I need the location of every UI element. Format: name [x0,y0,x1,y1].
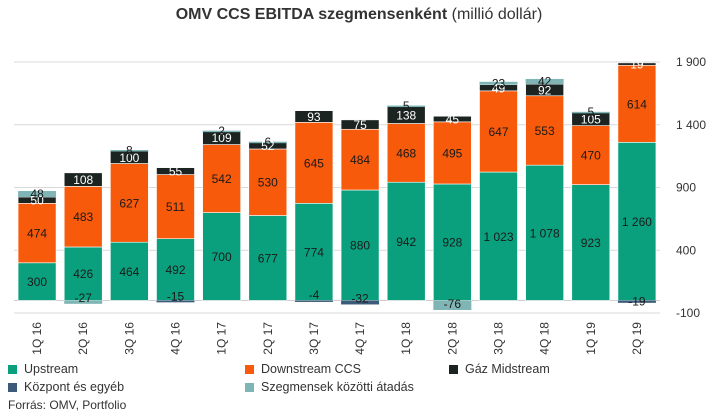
y-tick-label: 400 [676,243,696,257]
data-label: 1 260 [622,215,652,229]
data-label: 75 [353,118,367,132]
data-label: 468 [396,146,416,160]
data-label: 300 [27,275,47,289]
stacked-bar-chart: -1004009001 4001 90030047450481Q 1642648… [0,0,718,415]
legend-label: Gáz Midstream [465,362,550,376]
data-label: 2 [218,124,225,138]
data-label: 511 [166,200,185,214]
data-label: 6 [264,135,271,149]
data-label: 553 [535,124,555,138]
data-label: 474 [27,227,47,241]
legend-label: Központ és egyéb [24,380,124,394]
legend-item: Upstream [8,360,78,378]
data-label: -4 [309,288,320,302]
legend-item: Downstream CCS [245,360,361,378]
legend-label: Downstream CCS [261,362,361,376]
data-label: 1 023 [483,230,513,244]
data-label: 677 [258,251,278,265]
data-label: 880 [350,239,370,253]
legend-label: Upstream [24,362,78,376]
legend-label: Szegmensek közötti átadás [261,380,414,394]
legend-item: Szegmensek közötti átadás [245,378,414,396]
data-label: -27 [75,291,93,305]
x-tick-label: 3Q 16 [122,322,136,355]
data-label: 470 [581,149,601,163]
x-tick-label: 3Q 17 [307,322,321,355]
x-tick-label: 4Q 16 [169,322,183,355]
x-tick-label: 1Q 18 [399,322,413,355]
data-label: 647 [488,125,508,139]
legend-swatch [8,383,17,392]
x-tick-label: 4Q 18 [538,322,552,355]
data-label: 45 [446,113,460,127]
data-label: 426 [73,267,93,281]
data-label: 55 [169,165,183,179]
data-label: 464 [119,265,139,279]
data-label: 1 078 [530,226,560,240]
data-label: 108 [73,173,93,187]
x-tick-label: 2Q 18 [445,322,459,355]
legend-swatch [245,383,254,392]
data-label: 627 [119,196,139,210]
x-tick-label: 1Q 16 [30,322,44,355]
data-label: 93 [307,110,321,124]
data-label: 614 [627,97,647,111]
legend-item: Központ és egyéb [8,378,124,396]
data-label: 8 [126,143,133,157]
data-label: 483 [73,210,93,224]
data-label: -15 [167,289,185,303]
y-tick-label: 1 400 [676,118,706,132]
data-label: 530 [258,176,278,190]
x-tick-label: 4Q 17 [353,322,367,355]
x-tick-label: 2Q 17 [261,322,275,355]
source-note: Forrás: OMV, Portfolio [8,398,126,412]
x-tick-label: 2Q 19 [630,322,644,355]
x-tick-label: 3Q 18 [492,322,506,355]
data-label: 5 [403,99,410,113]
data-label: 700 [212,250,232,264]
x-tick-label: 1Q 19 [584,322,598,355]
data-label: -32 [351,291,369,305]
x-tick-label: 2Q 16 [76,322,90,355]
data-label: 492 [165,263,185,277]
legend-swatch [449,365,458,374]
data-label: 495 [442,146,462,160]
data-label: 19 [630,58,644,72]
y-tick-label: -100 [676,306,700,320]
legend-swatch [245,365,254,374]
y-tick-label: 1 900 [676,55,706,69]
data-label: 484 [350,153,370,167]
y-tick-label: 900 [676,181,696,195]
data-label: 645 [304,156,324,170]
data-label: -76 [444,297,462,311]
legend-item: Gáz Midstream [449,360,550,378]
data-label: 774 [304,245,324,259]
x-tick-label: 1Q 17 [215,322,229,355]
data-label: 23 [492,76,506,90]
data-label: 542 [212,172,232,186]
data-label: 42 [538,75,552,89]
data-label: -19 [628,294,646,308]
data-label: 942 [396,235,416,249]
data-label: 5 [587,105,594,119]
legend-swatch [8,365,17,374]
data-label: 928 [442,236,462,250]
data-label: 923 [581,236,601,250]
data-label: 48 [30,187,44,201]
